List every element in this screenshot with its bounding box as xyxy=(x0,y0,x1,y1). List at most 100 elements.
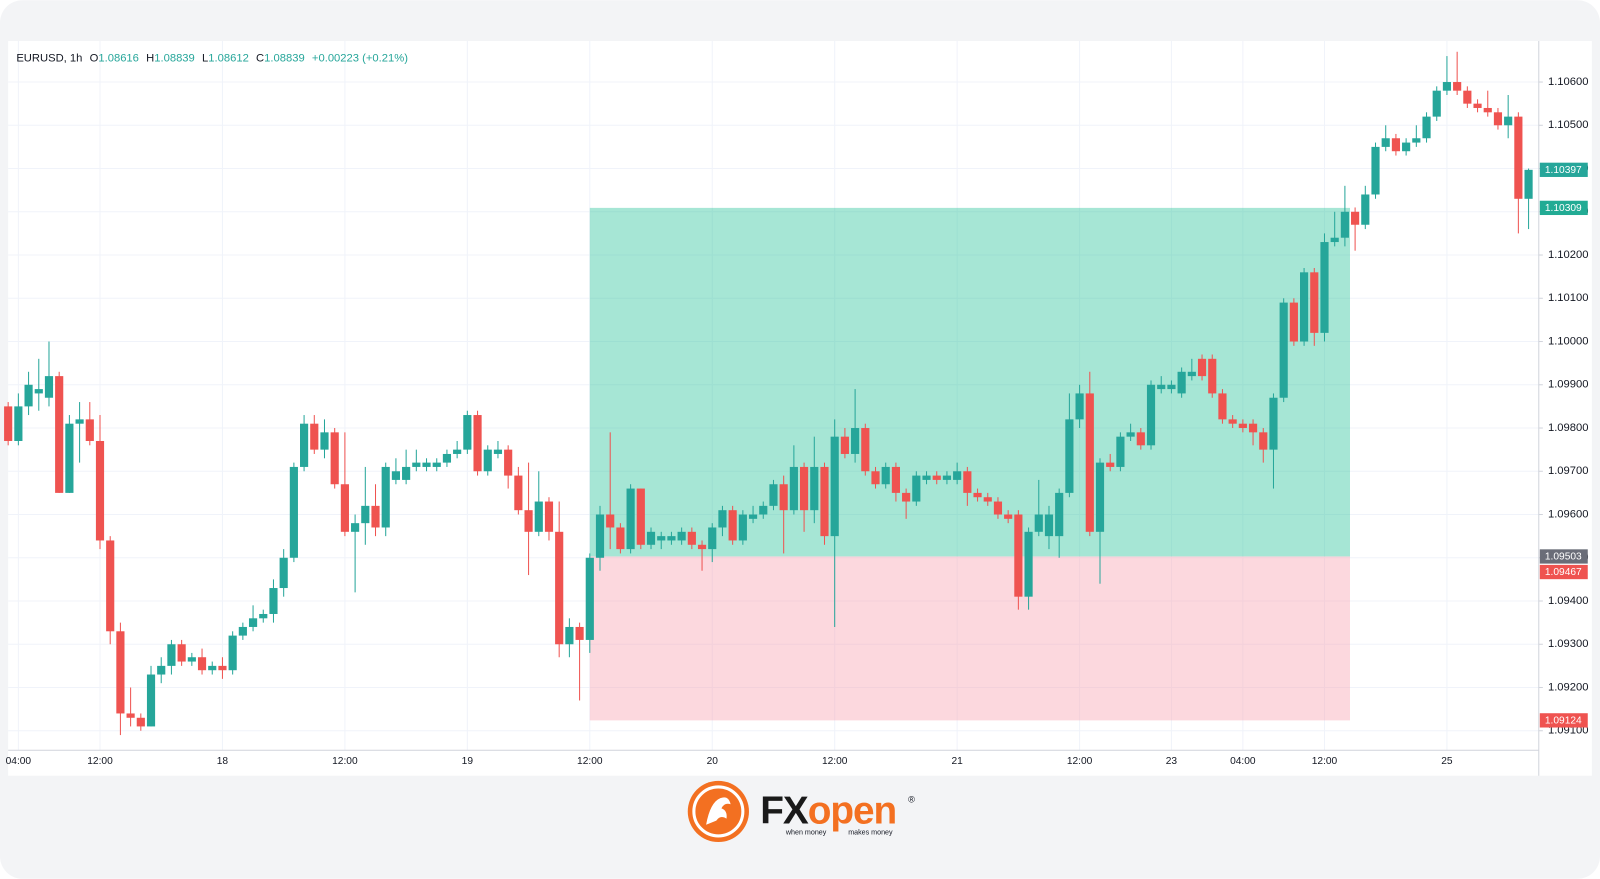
x-tick-label: 25 xyxy=(1441,756,1453,767)
candle-body xyxy=(1034,514,1043,532)
candle-body xyxy=(371,505,380,528)
candle-body xyxy=(973,492,982,498)
candle-body xyxy=(167,644,176,666)
candle-body xyxy=(942,475,952,480)
candle-body xyxy=(585,557,594,640)
candle-body xyxy=(1157,384,1166,390)
brand-logo: FXopen ® when money makes money xyxy=(687,780,915,843)
candle-body xyxy=(1024,531,1033,597)
price-tag-label: 1.09503 xyxy=(1545,552,1582,563)
price-tag xyxy=(1539,200,1588,216)
candle-body xyxy=(402,466,411,480)
candle-body xyxy=(432,462,441,467)
ohlc-label: C xyxy=(256,52,264,64)
candle-body xyxy=(238,626,247,636)
price-tag-label: 1.09467 xyxy=(1545,567,1582,578)
candle-body xyxy=(514,475,523,511)
candle-body xyxy=(616,527,625,550)
candle-body xyxy=(1075,393,1084,420)
candle-body xyxy=(1504,116,1513,126)
candle-body xyxy=(1432,90,1441,117)
candle-body xyxy=(779,484,788,511)
candle-body xyxy=(657,536,666,541)
candle-body xyxy=(800,466,809,511)
ohlc-value: 1.08839 xyxy=(264,52,305,64)
candle-body xyxy=(565,626,574,645)
x-tick-label: 23 xyxy=(1166,756,1178,767)
candle-body xyxy=(463,415,472,450)
candle-body xyxy=(993,501,1003,515)
tagline: makes money xyxy=(848,829,893,837)
candle-body xyxy=(422,462,431,467)
candle-body xyxy=(1218,393,1227,420)
candle-body xyxy=(1412,138,1421,143)
brand-name: FXopen xyxy=(760,790,896,833)
price-tag xyxy=(1539,564,1588,580)
candle-body xyxy=(1259,432,1268,450)
candle-body xyxy=(106,540,115,632)
price-tag-label: 1.09124 xyxy=(1545,716,1582,727)
candle-body xyxy=(483,449,492,472)
candle-body xyxy=(1371,146,1380,195)
candle-body xyxy=(810,466,819,511)
ohlc-label: O xyxy=(90,52,99,64)
candle-body xyxy=(116,631,125,714)
ohlc-label: L xyxy=(202,52,208,64)
candle-body xyxy=(228,635,237,671)
y-tick-label: 1.09800 xyxy=(1548,422,1589,434)
candle-body xyxy=(932,475,941,480)
candle-body xyxy=(65,423,74,493)
candle-body xyxy=(1320,242,1329,333)
candle-body xyxy=(953,471,962,480)
candle-body xyxy=(524,510,533,532)
candle-body xyxy=(646,531,656,545)
candle-body xyxy=(697,544,707,550)
candle-body xyxy=(1136,432,1145,446)
candle-body xyxy=(1014,514,1023,597)
candle-body xyxy=(1361,194,1370,225)
candle-body xyxy=(1351,211,1360,225)
y-tick-label: 1.09200 xyxy=(1548,681,1589,693)
candle-body xyxy=(1442,82,1452,91)
x-tick-label: 12:00 xyxy=(332,756,358,767)
candle-body xyxy=(902,492,911,502)
candle-body xyxy=(1167,384,1176,390)
candle-body xyxy=(830,436,839,537)
candles xyxy=(4,51,1533,736)
candle-body xyxy=(1463,90,1472,104)
y-tick-label: 1.09700 xyxy=(1548,465,1589,477)
candle-body xyxy=(963,471,972,493)
candle-body xyxy=(769,484,778,506)
brand-open: open xyxy=(808,790,897,833)
candle-body xyxy=(1004,514,1013,519)
candle-body xyxy=(1197,358,1207,377)
candle-body xyxy=(1208,358,1217,394)
price-tag-label: 1.10397 xyxy=(1545,165,1582,176)
y-tick-label: 1.09100 xyxy=(1548,725,1589,737)
candle-body xyxy=(289,466,298,558)
candle-body xyxy=(14,406,23,441)
candle-body xyxy=(44,376,54,398)
candle-body xyxy=(1238,423,1247,429)
candle-body xyxy=(1514,116,1523,199)
x-tick-label: 20 xyxy=(707,756,719,767)
candle-body xyxy=(789,466,798,511)
candle-body xyxy=(861,428,870,472)
candle-body xyxy=(534,501,543,532)
candle-body xyxy=(248,618,258,627)
candle-body xyxy=(606,514,615,528)
x-tick-label: 12:00 xyxy=(1312,756,1338,767)
x-tick-label: 12:00 xyxy=(87,756,113,767)
candle-body xyxy=(24,384,33,407)
candle-body xyxy=(1289,302,1298,342)
candle-body xyxy=(983,497,992,502)
candle-body xyxy=(1493,112,1503,126)
candle-body xyxy=(157,665,166,675)
loss-zone xyxy=(589,556,1350,721)
y-tick-label: 1.09300 xyxy=(1548,638,1589,650)
candle-body xyxy=(453,449,462,454)
y-tick-label: 1.09400 xyxy=(1548,595,1589,607)
candle-body xyxy=(391,471,400,480)
brand-reg: ® xyxy=(908,795,915,805)
